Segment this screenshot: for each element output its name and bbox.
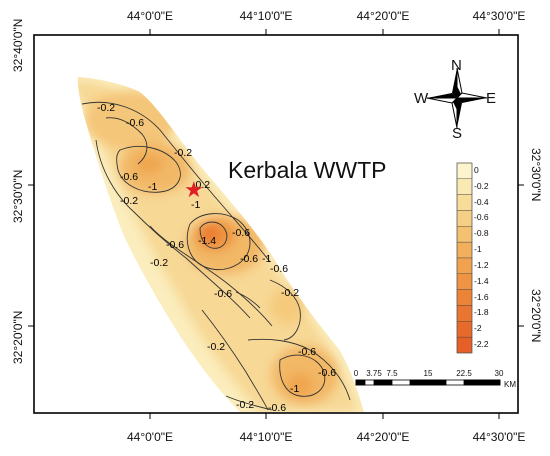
contour-label: -0.2 [97, 102, 115, 114]
legend-label: -1.4 [474, 275, 489, 286]
contour-lines [81, 101, 351, 411]
wwtp-marker-icon[interactable]: ★ [184, 178, 204, 203]
scale-bar-label: 3.75 [366, 369, 382, 378]
legend-swatch [456, 289, 473, 306]
compass-south-label: S [452, 125, 463, 142]
scale-bar-label: 7.5 [386, 369, 398, 378]
legend-swatch [456, 178, 473, 195]
contour-label: -0.2 [192, 179, 210, 191]
contour-label: -0.6 [232, 227, 250, 239]
contour-labels: -0.2 -0.6 -1 -0.2 -1 -1.4 -0.6 -0.2 -0.6… [97, 102, 336, 414]
contour-label: -1 [191, 199, 200, 211]
contour-label: -0.6 [270, 263, 288, 275]
contour-label: -0.6 [240, 253, 258, 265]
legend-label: -0.4 [474, 196, 489, 207]
left-latitude-label: 32°20'0"N [11, 310, 25, 364]
legend-swatch [456, 337, 473, 354]
left-latitude-label: 32°30'0"N [11, 169, 25, 223]
legend-label: -0.2 [474, 180, 489, 191]
legend-label: -1.6 [474, 291, 489, 302]
scale-bar-unit: KM [504, 380, 516, 389]
contour-label: -0.2 [207, 341, 225, 353]
contour-label: -0.2 [281, 287, 299, 299]
legend-swatch [456, 226, 473, 243]
compass-north-label: N [451, 57, 462, 74]
contour-label: -1 [262, 253, 271, 265]
legend-swatch [456, 194, 473, 211]
scale-bar-label: 30 [494, 369, 504, 378]
contour-label: -1 [148, 181, 157, 193]
legend-frame [456, 162, 473, 354]
frame-ticks [28, 29, 524, 419]
top-longitude-label: 44°0'0"E [126, 9, 174, 23]
contour-label: -1 [290, 383, 299, 395]
contour-label: -0.2 [150, 257, 168, 269]
legend-label: -2.2 [474, 339, 489, 350]
contour-label: -0.6 [126, 117, 144, 129]
bottom-longitude-label: 44°0'0"E [126, 430, 174, 444]
legend-label: -1.2 [474, 259, 489, 270]
legend-swatch [456, 305, 473, 322]
bottom-longitude-label: 44°10'0"E [239, 430, 293, 444]
contour-label: -0.6 [268, 402, 286, 414]
compass-east-label: E [486, 90, 497, 107]
map-title: Kerbala WWTP [228, 157, 387, 183]
north-arrow-icon [426, 67, 488, 129]
contour-label: -0.2 [120, 195, 138, 207]
legend-ramp [456, 162, 473, 354]
legend-label: -1.8 [474, 307, 489, 318]
top-longitude-label: 44°10'0"E [239, 9, 293, 23]
scale-bar-label: 0 [353, 369, 359, 378]
contour-label: -0.2 [174, 147, 192, 159]
legend-swatch [456, 162, 473, 180]
bottom-longitude-label: 44°30'0"E [472, 430, 526, 444]
legend-label: -0.8 [474, 228, 489, 239]
legend-swatch [456, 321, 473, 338]
compass-west-label: W [414, 90, 429, 107]
contour-label: -1.4 [198, 235, 216, 247]
contour-label: -0.2 [236, 399, 254, 411]
legend-label: -0.6 [474, 212, 489, 223]
legend-swatch [456, 257, 473, 275]
right-latitude-label: 32°30'0"N [529, 148, 543, 202]
scale-bar [355, 379, 501, 386]
contour-label: -0.6 [120, 171, 138, 183]
contour-label: -0.6 [166, 239, 184, 251]
contour-label: -0.6 [214, 288, 232, 300]
contour-label: -0.6 [298, 346, 316, 358]
legend-label: -2 [474, 323, 482, 334]
contour-label: -0.6 [318, 367, 336, 379]
left-latitude-label: 32°40'0"N [11, 18, 25, 72]
right-latitude-label: 32°20'0"N [529, 289, 543, 343]
legend-label: 0 [474, 164, 479, 175]
top-longitude-label: 44°30'0"E [472, 9, 526, 23]
scale-bar-label: 22.5 [456, 369, 472, 378]
bottom-longitude-label: 44°20'0"E [356, 430, 410, 444]
legend-swatch [456, 210, 473, 227]
legend-label: -1 [474, 244, 482, 255]
top-longitude-label: 44°20'0"E [356, 9, 410, 23]
legend-swatch [456, 241, 473, 259]
scale-bar-label: 15 [423, 369, 433, 378]
legend-swatch [456, 273, 473, 290]
